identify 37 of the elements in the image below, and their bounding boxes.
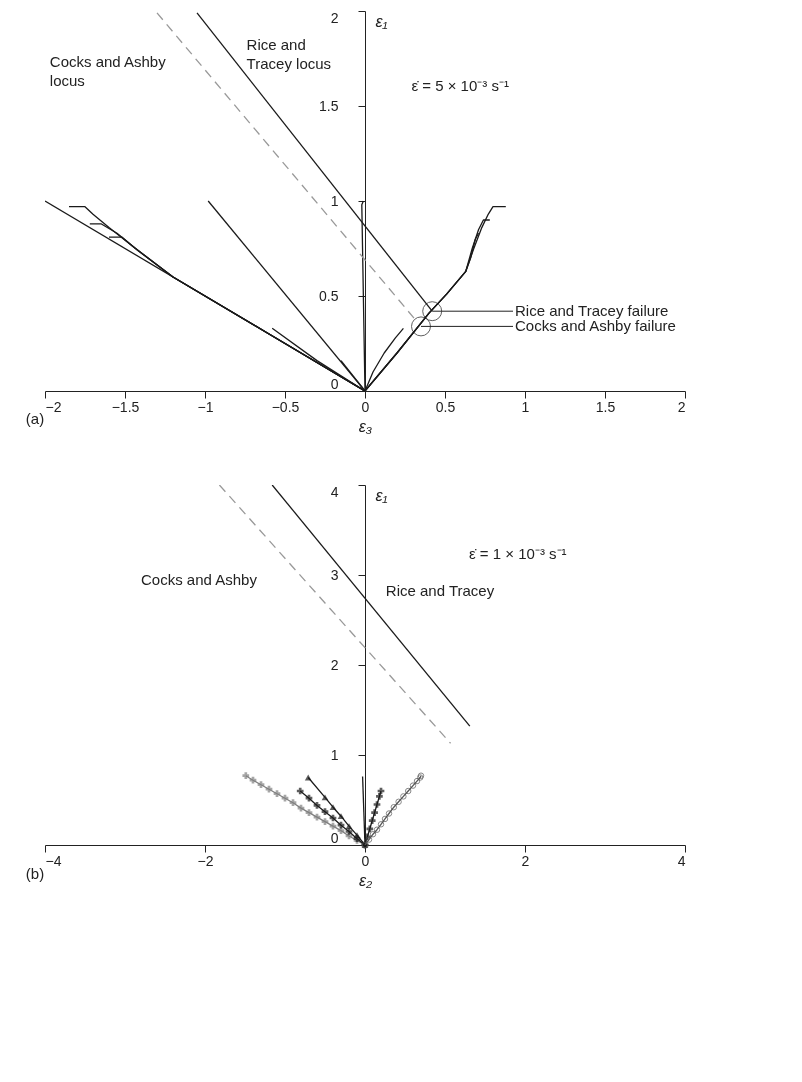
y-tick-label: 1 — [330, 746, 339, 763]
text: (a) — [25, 409, 45, 427]
annotation: Rice and Tracey locus — [246, 35, 332, 72]
x-tick-label: 0 — [361, 398, 370, 415]
y-tick-label: 4 — [330, 483, 339, 500]
x-tick-label: −0.5 — [271, 398, 300, 415]
y-tick-label: 0 — [330, 375, 339, 392]
y-axis-title: ε₁ — [375, 486, 388, 504]
y-tick-label: 1.5 — [319, 97, 339, 114]
x-axis-title: ε₃ — [358, 417, 373, 435]
annotation: ε̇ = 5 × 10⁻³ s⁻¹ — [411, 77, 509, 95]
x-tick-label: 1 — [521, 398, 530, 415]
x-tick-label: 2 — [677, 398, 686, 415]
y-tick-label: 2 — [330, 656, 339, 673]
x-tick-label: 0 — [361, 852, 370, 869]
text: (b) — [25, 864, 45, 882]
annotation: Cocks and Ashby locus — [49, 52, 167, 89]
x-tick-label: −2 — [45, 398, 62, 415]
annotation: Cocks and Ashby — [141, 571, 258, 589]
y-tick-label: 1 — [330, 192, 339, 209]
x-tick-label: 1.5 — [595, 398, 616, 415]
x-tick-label: 4 — [677, 852, 686, 869]
x-tick-label: 0.5 — [435, 398, 456, 415]
x-tick-label: −1.5 — [111, 398, 140, 415]
x-tick-label: −1 — [197, 398, 214, 415]
y-tick-label: 3 — [330, 566, 339, 583]
x-axis-title: ε₂ — [358, 871, 373, 889]
x-tick-label: 2 — [521, 852, 530, 869]
annotation: Rice and Tracey failure — [515, 302, 669, 320]
annotation: Rice and Tracey — [385, 582, 495, 599]
y-tick-label: 0.5 — [319, 287, 339, 304]
y-axis-title: ε₁ — [375, 12, 388, 30]
y-tick-label: 2 — [330, 9, 339, 26]
x-tick-label: −2 — [197, 852, 214, 869]
x-tick-label: −4 — [45, 852, 62, 869]
annotation: ε̇ = 1 × 10⁻³ s⁻¹ — [469, 545, 567, 563]
y-tick-label: 0 — [330, 829, 339, 846]
